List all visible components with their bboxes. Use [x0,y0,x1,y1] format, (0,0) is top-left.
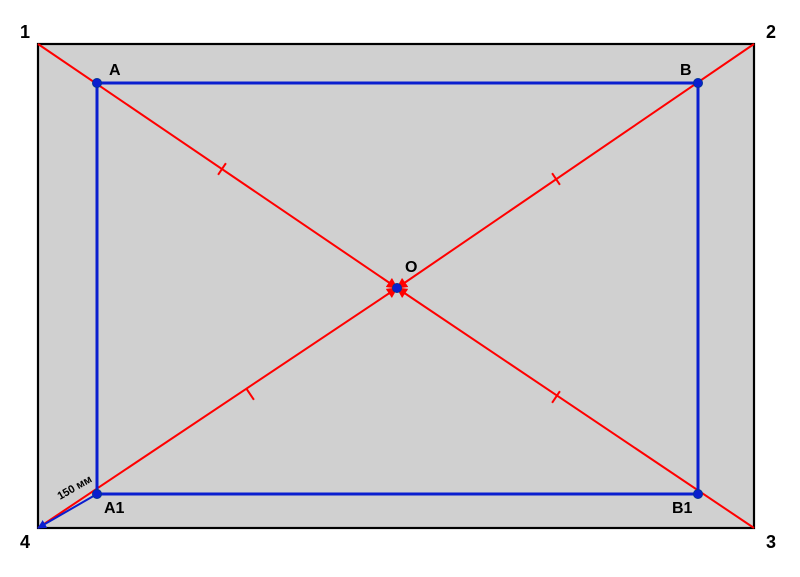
corner-label-c3: 3 [766,532,776,552]
point-label-pA1: A1 [104,500,125,517]
point-O [393,284,402,293]
point-label-pA: A [109,62,121,79]
point-label-pB1: B1 [672,500,693,517]
point-B [694,79,703,88]
point-A [93,79,102,88]
point-label-pB: B [680,62,692,79]
corner-label-c1: 1 [20,22,30,42]
diagram-svg: 1234ABA1B1O150 мм [0,0,800,577]
point-label-pO: O [405,259,417,276]
corner-label-c2: 2 [766,22,776,42]
corner-label-c4: 4 [20,532,30,552]
point-B1 [694,490,703,499]
point-A1 [93,490,102,499]
